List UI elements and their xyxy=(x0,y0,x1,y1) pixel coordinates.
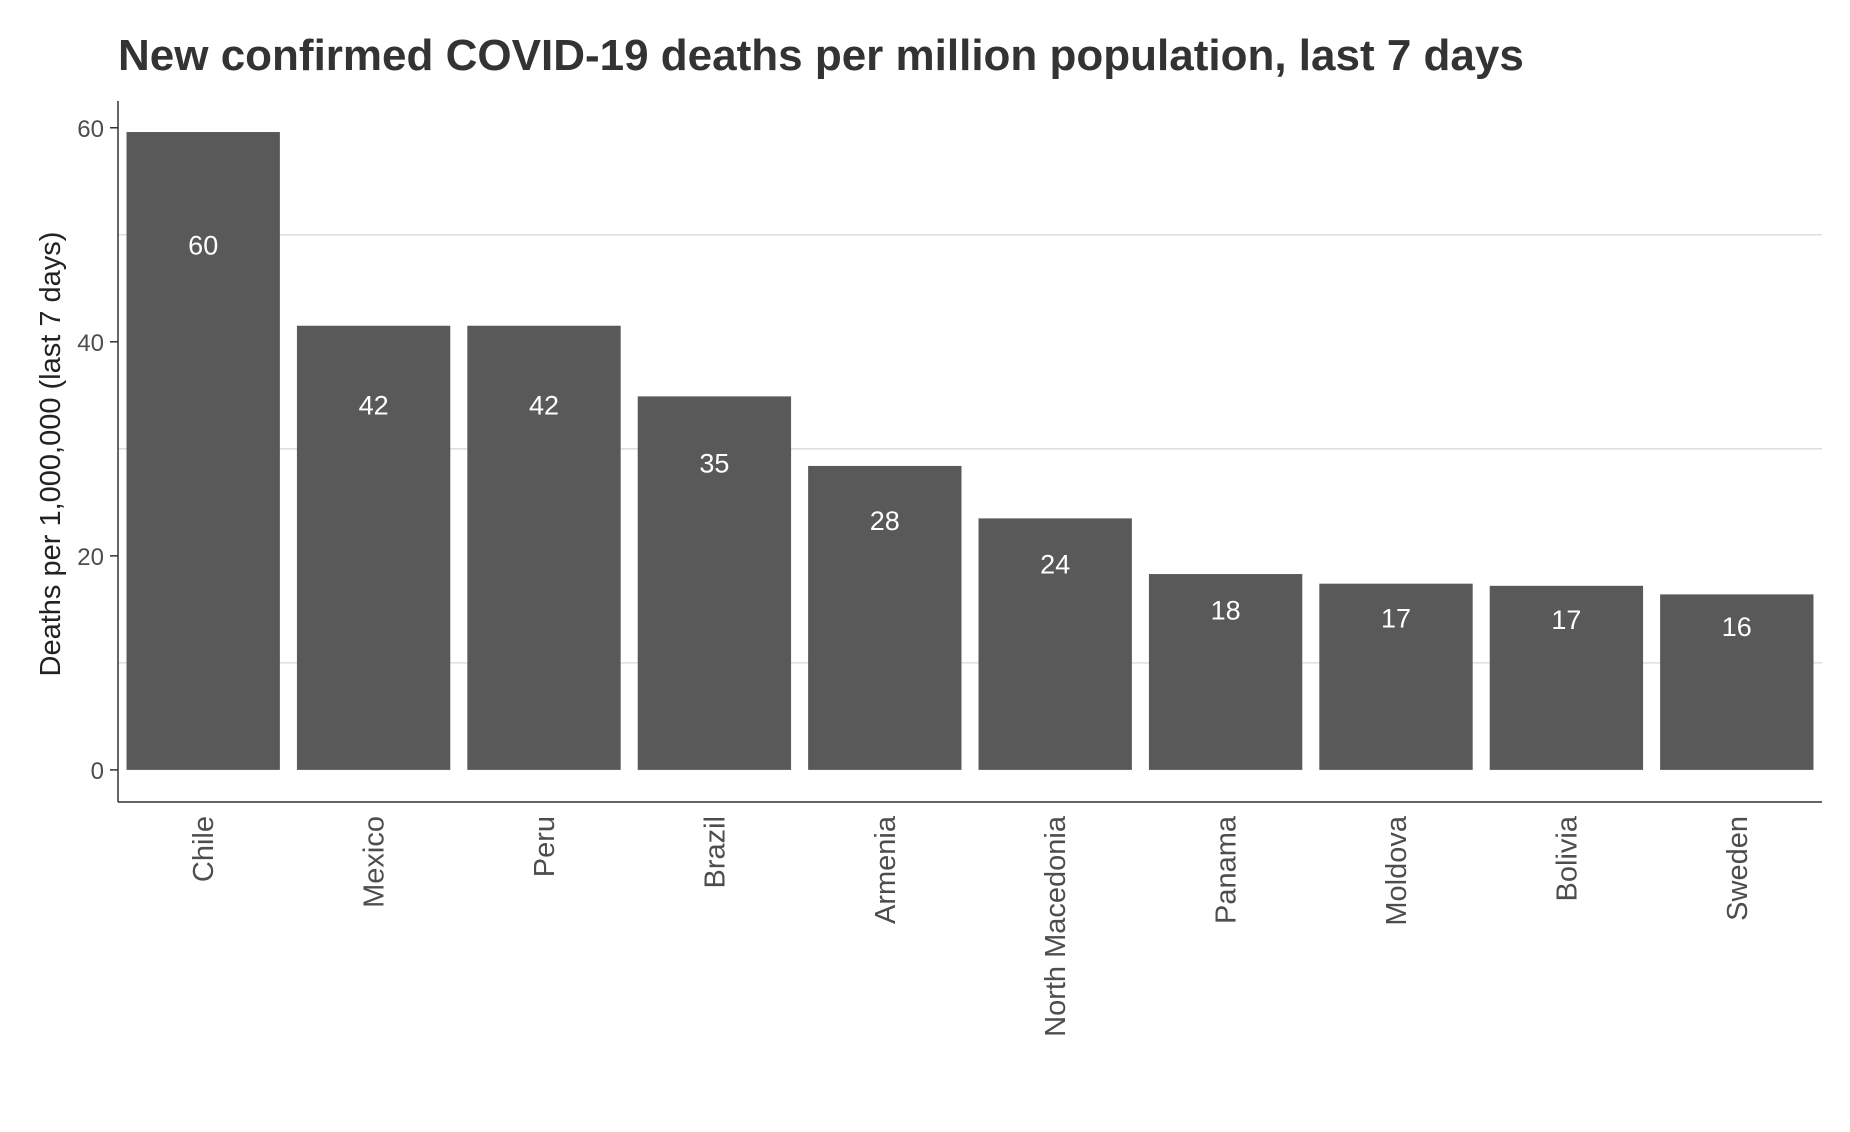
x-tick-label: Bolivia xyxy=(1551,815,1583,901)
x-tick-label: Chile xyxy=(188,816,220,882)
x-tick-label: Brazil xyxy=(699,816,731,889)
bar-armenia xyxy=(808,465,962,770)
x-tick-label: Armenia xyxy=(870,815,902,924)
x-tick-label: Sweden xyxy=(1722,816,1754,921)
data-label: 42 xyxy=(359,390,389,420)
x-tick-label: Mexico xyxy=(359,816,391,908)
x-tick-label: Moldova xyxy=(1381,815,1413,925)
bar-brazil xyxy=(637,396,792,770)
bar-mexico xyxy=(296,325,451,770)
x-axis-labels: Chile Mexico Peru Brazil Armenia North Macedo… xyxy=(188,815,1754,1037)
bar-sweden xyxy=(1660,594,1814,770)
bar-chile xyxy=(126,132,280,770)
x-tick-label: North Macedonia xyxy=(1040,815,1072,1037)
data-label: 28 xyxy=(870,506,900,536)
data-label: 42 xyxy=(529,390,559,420)
y-tick-label: 0 xyxy=(91,758,104,785)
data-labels: 60 42 42 35 28 24 18 17 17 16 xyxy=(188,231,1752,642)
data-label: 17 xyxy=(1381,603,1411,633)
data-label: 60 xyxy=(188,231,218,261)
y-tick-label: 40 xyxy=(77,330,104,357)
y-axis-title: Deaths per 1,000,000 (last 7 days) xyxy=(35,232,67,677)
x-tick-label: Peru xyxy=(529,816,561,877)
bar-north-macedonia xyxy=(978,518,1132,770)
bars xyxy=(126,132,1814,770)
chart-title: New confirmed COVID-19 deaths per millio… xyxy=(118,31,1524,80)
data-label: 18 xyxy=(1211,595,1241,625)
bar-bolivia xyxy=(1489,585,1644,770)
bar-panama xyxy=(1148,574,1303,770)
data-label: 24 xyxy=(1040,549,1070,579)
data-label: 35 xyxy=(699,449,729,479)
y-tick-label: 60 xyxy=(77,116,104,143)
bar-peru xyxy=(467,325,621,770)
y-axis-ticks: 0 20 40 60 xyxy=(77,116,118,785)
bar-moldova xyxy=(1319,583,1473,770)
x-tick-label: Panama xyxy=(1211,815,1243,924)
data-label: 16 xyxy=(1722,612,1752,642)
axes xyxy=(117,101,1822,803)
data-label: 17 xyxy=(1551,605,1581,635)
y-tick-label: 20 xyxy=(77,544,104,571)
